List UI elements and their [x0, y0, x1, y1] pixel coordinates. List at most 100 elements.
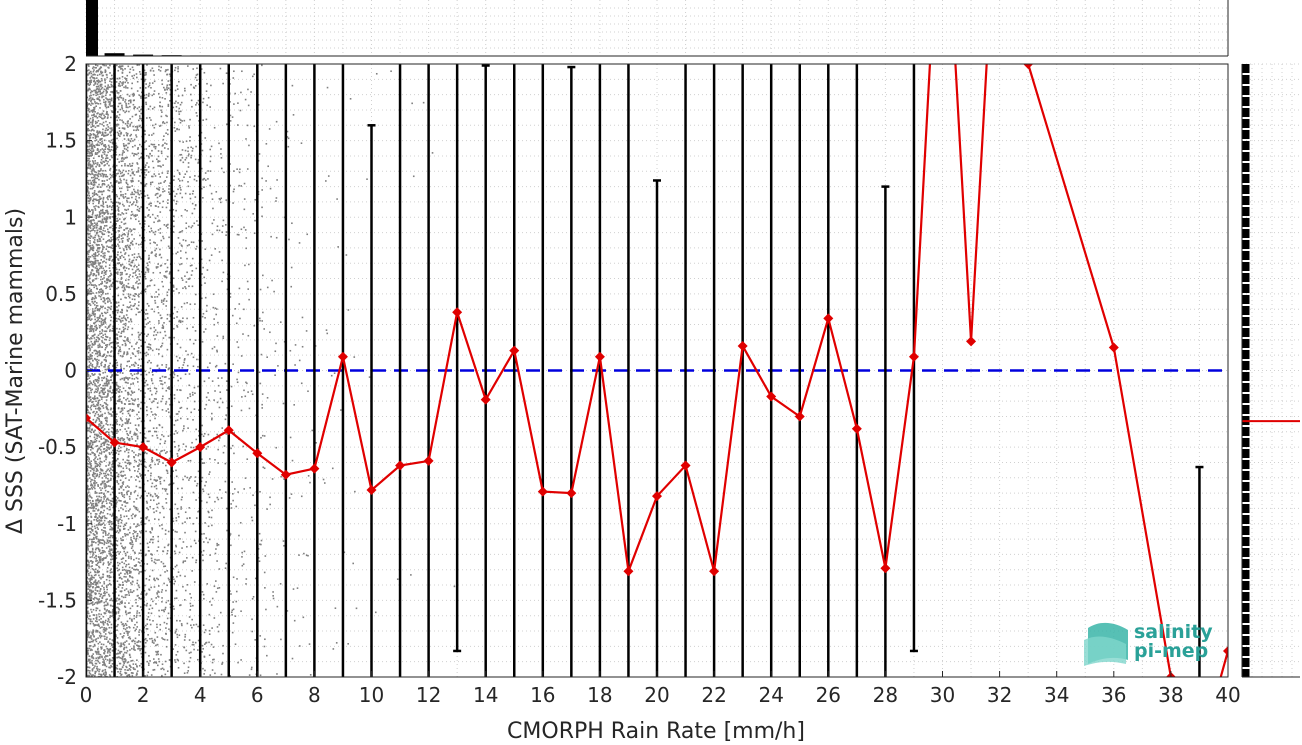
scatter-point [87, 229, 90, 232]
scatter-point [147, 322, 150, 324]
scatter-point [122, 525, 125, 528]
scatter-point [89, 167, 92, 170]
scatter-point [136, 277, 138, 279]
scatter-point [136, 579, 139, 582]
scatter-point [104, 532, 107, 535]
scatter-point [95, 609, 98, 612]
scatter-point [100, 70, 102, 73]
scatter-point [202, 312, 205, 315]
scatter-point [108, 461, 111, 464]
scatter-point [191, 570, 193, 572]
scatter-point [155, 495, 157, 497]
scatter-point [97, 69, 100, 72]
scatter-point [136, 644, 138, 647]
scatter-point [241, 564, 244, 567]
scatter-point [158, 182, 160, 185]
scatter-point [263, 571, 266, 574]
scatter-point [120, 133, 122, 135]
scatter-point [118, 96, 121, 98]
scatter-point [110, 597, 113, 600]
scatter-point [87, 232, 89, 235]
scatter-point [94, 581, 96, 584]
scatter-point [128, 462, 131, 464]
scatter-point [230, 544, 232, 547]
scatter-point [157, 312, 160, 314]
scatter-point [138, 612, 141, 614]
scatter-point [108, 658, 111, 661]
scatter-point [101, 162, 103, 165]
scatter-point [246, 280, 249, 283]
scatter-point [156, 550, 159, 552]
scatter-point [134, 424, 137, 427]
scatter-point [145, 409, 148, 412]
scatter-point [154, 631, 157, 634]
scatter-point [190, 596, 193, 599]
scatter-point [152, 427, 155, 429]
scatter-point [217, 630, 220, 633]
scatter-point [94, 650, 97, 653]
scatter-point [155, 661, 158, 663]
scatter-point [145, 140, 147, 142]
scatter-point [187, 427, 189, 429]
scatter-point [236, 168, 238, 170]
scatter-point [92, 209, 94, 211]
scatter-point [117, 612, 120, 614]
scatter-point [159, 96, 161, 99]
scatter-point [88, 264, 90, 267]
scatter-point [127, 669, 129, 672]
scatter-point [106, 157, 108, 159]
scatter-point [117, 447, 120, 450]
scatter-point [187, 146, 189, 149]
scatter-point [89, 556, 92, 559]
scatter-point [109, 554, 112, 557]
scatter-point [98, 337, 100, 340]
scatter-point [99, 333, 101, 335]
scatter-point [102, 511, 104, 514]
scatter-point [178, 448, 181, 451]
scatter-point [96, 358, 98, 361]
scatter-point [111, 225, 114, 227]
scatter-point [131, 193, 134, 196]
scatter-point [105, 600, 107, 603]
scatter-point [123, 284, 125, 286]
scatter-point [104, 252, 106, 254]
scatter-point [96, 465, 99, 468]
scatter-point [99, 673, 102, 676]
scatter-point [101, 552, 103, 554]
scatter-point [120, 363, 122, 366]
scatter-point [182, 443, 185, 445]
scatter-point [178, 172, 181, 174]
scatter-point [91, 529, 93, 531]
scatter-point [181, 279, 184, 281]
scatter-point [138, 463, 141, 465]
scatter-point [93, 241, 96, 244]
scatter-point [188, 125, 190, 127]
scatter-point [126, 420, 128, 422]
scatter-point [103, 626, 105, 629]
scatter-point [166, 121, 168, 124]
scatter-point [205, 118, 208, 121]
scatter-point [123, 648, 125, 651]
scatter-point [201, 315, 204, 318]
scatter-point [148, 230, 151, 233]
scatter-point [298, 554, 300, 556]
scatter-point [117, 520, 120, 522]
scatter-point [136, 64, 139, 66]
scatter-point [103, 359, 106, 361]
scatter-point [88, 338, 91, 340]
scatter-point [203, 673, 205, 675]
scatter-point [202, 178, 205, 180]
scatter-point [125, 624, 128, 627]
scatter-point [154, 562, 157, 565]
scatter-point [128, 100, 130, 102]
scatter-point [134, 432, 136, 435]
scatter-point [100, 389, 103, 392]
scatter-point [132, 663, 135, 665]
scatter-point [94, 568, 97, 571]
scatter-point [115, 548, 117, 550]
scatter-point [89, 219, 92, 222]
scatter-point [87, 595, 90, 598]
scatter-point [115, 271, 117, 274]
scatter-point [127, 412, 130, 415]
scatter-point [156, 593, 159, 595]
